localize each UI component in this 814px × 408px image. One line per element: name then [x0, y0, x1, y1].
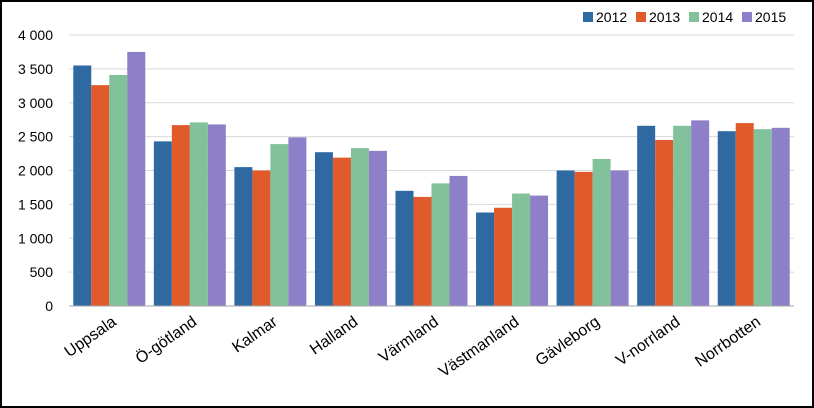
y-tick-label: 500	[30, 264, 54, 280]
bar-2015-8	[771, 127, 790, 306]
bar-2012-4	[395, 190, 414, 306]
bar-2012-2	[234, 167, 253, 306]
y-axis-tick-labels: 0 500 1 000 1 500 2 000 2 500 3 000 3 500 4 000	[18, 27, 53, 314]
x-tick-label: Halland	[307, 313, 361, 358]
bar-2015-4	[449, 175, 468, 306]
bar-2015-3	[368, 150, 387, 306]
bar-2013-2	[252, 170, 271, 306]
bar-2013-4	[413, 196, 432, 306]
legend-swatch-2013	[636, 12, 646, 22]
bar-2013-1	[171, 125, 190, 306]
bar-2012-7	[637, 125, 656, 306]
bar-2014-5	[512, 193, 531, 306]
legend-swatch-2012	[583, 12, 593, 22]
bar-2012-8	[717, 131, 736, 306]
bar-2013-3	[332, 157, 351, 306]
bars	[73, 51, 790, 307]
legend-label: 2012	[596, 9, 627, 25]
bar-2012-0	[73, 65, 92, 306]
legend-label: 2013	[649, 9, 680, 25]
y-tick-label: 3 500	[18, 61, 53, 77]
y-tick-label: 4 000	[18, 27, 53, 43]
x-tick-label: Gävleborg	[533, 313, 603, 369]
bar-2014-8	[753, 129, 772, 306]
y-tick-label: 3 000	[18, 95, 53, 111]
y-tick-label: 2 500	[18, 129, 53, 145]
legend-label: 2014	[702, 9, 733, 25]
legend-label: 2015	[755, 9, 786, 25]
bar-2012-1	[153, 141, 172, 306]
bar-2013-8	[735, 123, 754, 306]
bar-2014-7	[673, 125, 692, 306]
x-tick-label: Kalmar	[229, 313, 281, 356]
bar-2014-2	[270, 144, 289, 306]
y-tick-label: 0	[45, 298, 53, 314]
bar-2014-4	[431, 183, 450, 306]
bar-2015-5	[530, 195, 549, 306]
legend-swatch-2015	[742, 12, 752, 22]
bar-2013-6	[574, 171, 593, 306]
bar-2013-7	[655, 140, 674, 306]
x-tick-label: Ö-götland	[132, 313, 200, 368]
bar-2015-7	[691, 120, 710, 307]
legend-swatch-2014	[689, 12, 699, 22]
x-tick-label: Västmanland	[436, 313, 522, 380]
y-tick-label: 2 000	[18, 163, 53, 179]
bar-2014-6	[592, 158, 611, 306]
bar-2015-1	[207, 124, 226, 307]
bar-2012-6	[556, 170, 575, 306]
bar-2012-5	[476, 212, 495, 306]
bar-2014-0	[109, 74, 128, 306]
bar-2015-2	[288, 137, 307, 306]
legend: 2012 2013 2014 2015	[583, 9, 786, 25]
bar-2013-5	[494, 207, 513, 306]
x-tick-label: Värmland	[376, 313, 442, 366]
x-axis-category-labels: Uppsala Ö-götland Kalmar Halland VärmlandVäs…	[62, 313, 764, 381]
bar-2014-3	[350, 148, 369, 306]
bar-2015-6	[610, 170, 629, 306]
y-tick-label: 1 500	[18, 196, 53, 212]
x-tick-label: V-norrland	[613, 313, 683, 369]
x-tick-label: Uppsala	[62, 313, 120, 361]
x-tick-label: Norrbotten	[692, 313, 764, 370]
bar-2013-0	[91, 85, 110, 306]
bar-2015-0	[127, 51, 146, 306]
bar-2014-1	[189, 122, 208, 307]
bar-2012-3	[314, 152, 333, 306]
y-tick-label: 1 000	[18, 230, 53, 246]
